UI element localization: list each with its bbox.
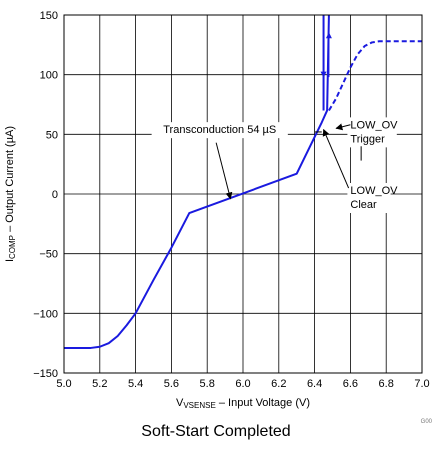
plot-frame: [63, 14, 423, 374]
y-axis-label-main: I: [4, 259, 16, 262]
clear-leader: [322, 128, 350, 189]
annotation-bg: [151, 122, 288, 139]
series-line-1: [64, 14, 330, 349]
y-axis-label-rest: – Output Current (µA): [4, 126, 16, 235]
y-tick-label: −150: [33, 368, 58, 380]
x-tick-label: 5.0: [56, 378, 71, 390]
annotation-3: LOW_OV Clear: [347, 183, 398, 213]
y-tick-label: −50: [39, 249, 58, 261]
annotation-1: Transconduction 54 µS: [151, 122, 288, 139]
annotations: Transconduction 54 µS LOW_OVTriggerLOW_OV…: [151, 117, 398, 213]
series-lines: [64, 14, 422, 349]
x-axis-label-sub: VSENSE: [183, 401, 215, 410]
annotation-text: Transconduction 54 µS: [163, 124, 276, 136]
annotation-text: Trigger: [350, 133, 385, 145]
annotation-text: Clear: [350, 199, 377, 211]
x-tick-label: 5.2: [92, 378, 107, 390]
x-tick-label: 6.4: [307, 378, 322, 390]
y-axis-label: ICOMP – Output Current (µA): [4, 126, 17, 262]
annotation-2: LOW_OV Trigger: [347, 117, 398, 148]
x-axis-label: VVSENSE – Input Voltage (V): [176, 397, 310, 410]
series-line-3: [328, 40, 422, 111]
y-tick-label: 0: [52, 189, 58, 201]
tick-labels: 5.0 5.2 5.4 5.6 5.8 6.0 6.2 6.4 6.6 6.8 7.0 −150 −10…: [33, 10, 429, 390]
x-tick-label: 6.2: [271, 378, 286, 390]
chart-caption: Soft-Start Completed: [141, 423, 291, 440]
figure-id: G00: [421, 419, 432, 425]
x-tick-label: 6.0: [235, 378, 250, 390]
x-tick-label: 6.6: [343, 378, 358, 390]
y-tick-label: 150: [40, 10, 58, 22]
y-tick-label: 100: [40, 70, 58, 82]
x-axis-label-rest: – Input Voltage (V): [216, 397, 310, 409]
transconduction-leader: [215, 142, 233, 200]
x-axis-label-main: V: [176, 397, 184, 409]
annotation-bg: [347, 117, 397, 148]
x-tick-label: 5.4: [128, 378, 143, 390]
x-tick-label: 5.6: [164, 378, 179, 390]
x-tick-label: 7.0: [414, 378, 429, 390]
y-tick-label: 50: [46, 129, 58, 141]
trigger-leader: [335, 123, 351, 131]
y-axis-label-sub: COMP: [8, 235, 17, 259]
x-tick-label: 5.8: [200, 378, 215, 390]
y-tick-label: −100: [33, 308, 58, 320]
annotation-text: LOW_OV: [350, 119, 398, 131]
annotation-text: LOW_OV: [350, 185, 398, 197]
x-tick-label: 6.8: [379, 378, 394, 390]
annotation-bg: [347, 183, 391, 213]
